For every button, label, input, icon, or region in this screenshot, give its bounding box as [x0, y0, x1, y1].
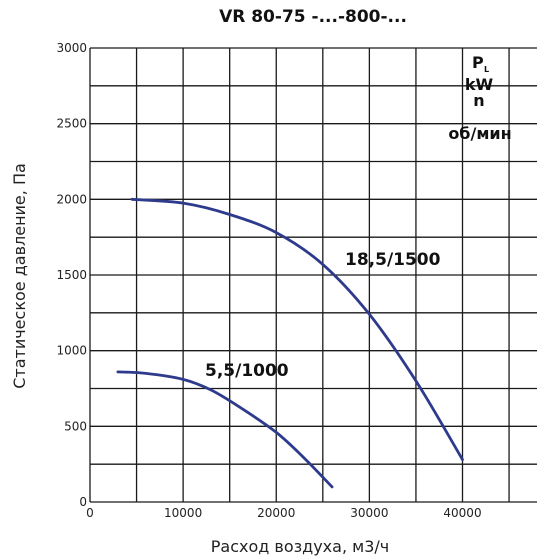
legend: P L kW n об/мин [448, 53, 511, 143]
x-tick-label: 20000 [257, 506, 295, 520]
x-tick-label: 30000 [350, 506, 388, 520]
x-axis-label: Расход воздуха, м3/ч [211, 537, 389, 556]
legend-rpm: об/мин [448, 124, 511, 143]
x-tick-label: 40000 [443, 506, 481, 520]
legend-p-sub: L [484, 65, 489, 74]
x-tick-label: 10000 [164, 506, 202, 520]
x-tick-label: 0 [86, 506, 94, 520]
y-tick-label: 0 [79, 495, 87, 509]
y-tick-label: 2000 [56, 192, 87, 206]
y-axis-label: Статическое давление, Па [10, 163, 29, 389]
y-tick-labels: 0 500 1000 1500 2000 2500 3000 [56, 41, 87, 509]
legend-n: n [473, 91, 484, 110]
series-line-18-5-1500 [130, 197, 464, 461]
series-label-5-5-1000: 5,5/1000 [205, 361, 289, 381]
y-tick-label: 1500 [56, 268, 87, 282]
y-tick-label: 2500 [56, 117, 87, 131]
y-tick-label: 3000 [56, 41, 87, 55]
series-label-18-5-1500: 18,5/1500 [345, 250, 441, 270]
x-tick-labels: 0 10000 20000 30000 40000 [86, 506, 481, 520]
legend-p: P [472, 53, 484, 72]
chart-title: VR 80-75 -...-800-... [219, 7, 407, 27]
grid [89, 47, 537, 503]
series-line-5-5-1000 [116, 370, 334, 489]
y-tick-label: 500 [64, 419, 87, 433]
legend-kw: kW [465, 75, 494, 94]
y-tick-label: 1000 [56, 344, 87, 358]
